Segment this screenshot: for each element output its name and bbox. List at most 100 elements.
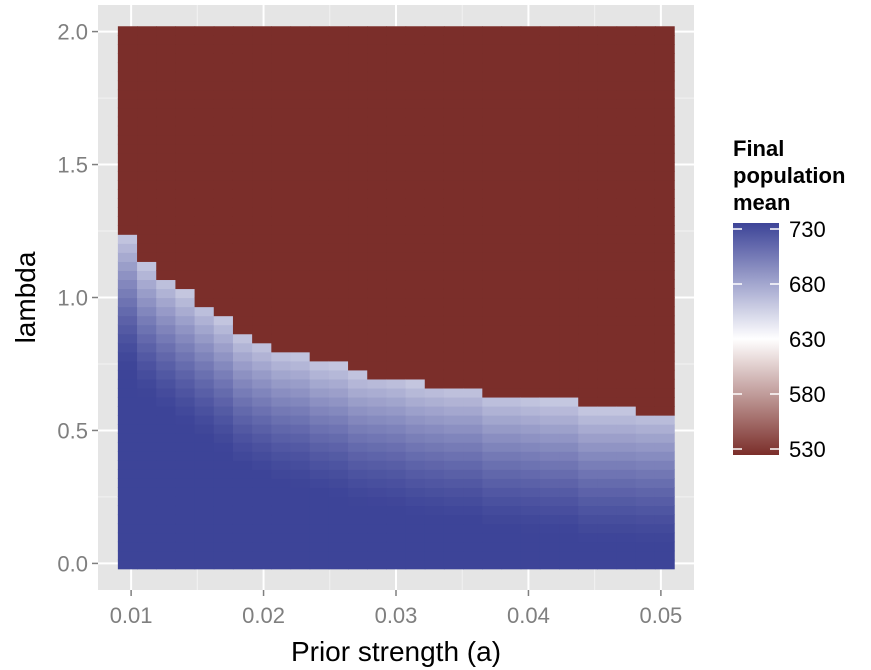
- heatmap-tile: [348, 179, 368, 190]
- heatmap-tile: [194, 288, 215, 299]
- heatmap-tile: [539, 333, 560, 344]
- heatmap-tile: [213, 514, 234, 525]
- heatmap-tile: [597, 107, 618, 118]
- heatmap-tile: [424, 415, 445, 425]
- heatmap-tile: [616, 243, 637, 253]
- heatmap-tile: [175, 134, 196, 145]
- heatmap-tile: [290, 35, 311, 45]
- heatmap-tile: [137, 333, 157, 344]
- heatmap-tile: [252, 26, 272, 36]
- heatmap-tile: [328, 98, 349, 109]
- heatmap-tile: [328, 387, 349, 398]
- heatmap-tile: [386, 333, 407, 344]
- heatmap-tile: [232, 189, 253, 199]
- heatmap-tile: [367, 478, 388, 488]
- heatmap-tile: [367, 252, 388, 262]
- heatmap-tile: [348, 396, 368, 407]
- heatmap-tile: [616, 261, 637, 271]
- heatmap-tile: [405, 550, 426, 561]
- heatmap-tile: [213, 216, 234, 226]
- heatmap-tile: [635, 89, 656, 100]
- heatmap-tile: [156, 125, 177, 136]
- heatmap-tile: [252, 550, 272, 561]
- heatmap-tile: [654, 53, 675, 64]
- heatmap-tile: [309, 415, 330, 425]
- heatmap-tile: [309, 478, 330, 488]
- heatmap-tile: [520, 143, 541, 154]
- heatmap-tile: [213, 198, 234, 208]
- heatmap-tile: [443, 415, 464, 425]
- heatmap-tile: [597, 143, 618, 154]
- heatmap-tile: [252, 71, 272, 82]
- heatmap-tile: [559, 35, 579, 45]
- heatmap-tile: [156, 216, 177, 226]
- heatmap-tile: [578, 550, 599, 561]
- heatmap-tile: [386, 252, 407, 262]
- heatmap-tile: [156, 252, 177, 262]
- heatmap-tile: [539, 415, 560, 425]
- heatmap-tile: [213, 53, 234, 64]
- heatmap-tile: [539, 179, 560, 190]
- heatmap-tiles: [117, 26, 675, 570]
- heatmap-tile: [539, 234, 560, 244]
- heatmap-tile: [405, 424, 426, 434]
- heatmap-tile: [194, 424, 215, 434]
- heatmap-tile: [597, 288, 618, 299]
- heatmap-tile: [213, 225, 234, 235]
- heatmap-tile: [616, 288, 637, 299]
- heatmap-tile: [539, 360, 560, 371]
- heatmap-tile: [559, 324, 579, 335]
- heatmap-tile: [175, 80, 196, 91]
- heatmap-tile: [501, 161, 522, 172]
- heatmap-tile: [635, 98, 656, 109]
- heatmap-tile: [520, 125, 541, 136]
- heatmap-tile: [117, 460, 138, 470]
- heatmap-tile: [290, 315, 311, 326]
- heatmap-tile: [443, 351, 464, 362]
- y-tick-label: 1.0: [57, 286, 88, 311]
- heatmap-tile: [386, 487, 407, 497]
- heatmap-tile: [616, 541, 637, 552]
- heatmap-tile: [559, 288, 579, 299]
- heatmap-tile: [137, 342, 157, 353]
- heatmap-tile: [635, 324, 656, 335]
- heatmap-tile: [405, 53, 426, 64]
- heatmap-tile: [348, 469, 368, 479]
- heatmap-tile: [156, 62, 177, 73]
- heatmap-tile: [559, 442, 579, 452]
- heatmap-tile: [328, 26, 349, 36]
- heatmap-tile: [578, 152, 599, 163]
- heatmap-tile: [539, 261, 560, 271]
- heatmap-tile: [539, 487, 560, 497]
- heatmap-tile: [463, 496, 483, 507]
- heatmap-tile: [501, 487, 522, 497]
- heatmap-tile: [367, 523, 388, 534]
- heatmap-tile: [559, 405, 579, 416]
- heatmap-tile: [424, 378, 445, 389]
- heatmap-tile: [463, 107, 483, 118]
- heatmap-tile: [501, 270, 522, 281]
- heatmap-tile: [386, 189, 407, 199]
- heatmap-tile: [213, 98, 234, 109]
- heatmap-tile: [252, 216, 272, 226]
- heatmap-tile: [616, 89, 637, 100]
- heatmap-tile: [578, 496, 599, 507]
- heatmap-tile: [252, 116, 272, 127]
- heatmap-tile: [539, 107, 560, 118]
- heatmap-tile: [597, 279, 618, 290]
- heatmap-tile: [578, 306, 599, 317]
- heatmap-tile: [232, 62, 253, 73]
- heatmap-tile: [520, 496, 541, 507]
- heatmap-tile: [156, 387, 177, 398]
- heatmap-tile: [597, 424, 618, 434]
- heatmap-tile: [328, 297, 349, 308]
- heatmap-tile: [405, 460, 426, 470]
- heatmap-tile: [424, 541, 445, 552]
- heatmap-tile: [328, 261, 349, 271]
- heatmap-tile: [635, 179, 656, 190]
- heatmap-tile: [290, 396, 311, 407]
- heatmap-tile: [616, 98, 637, 109]
- heatmap-tile: [616, 71, 637, 82]
- heatmap-tile: [271, 207, 292, 217]
- heatmap-tile: [539, 270, 560, 281]
